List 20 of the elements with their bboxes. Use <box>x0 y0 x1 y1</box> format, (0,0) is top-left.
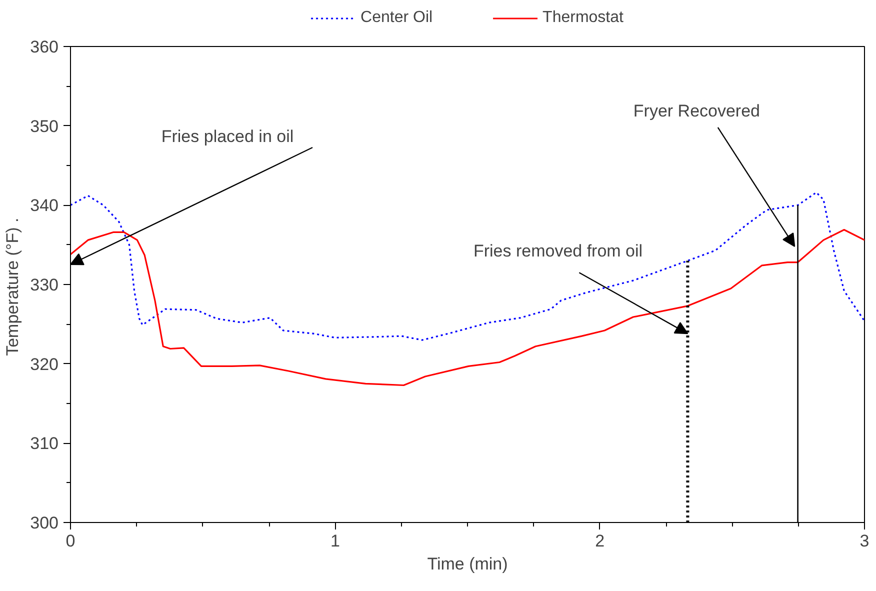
y-tick-label: 330 <box>30 276 59 294</box>
legend-label: Thermostat <box>542 9 624 27</box>
annotation: Fries removed from oil <box>473 242 643 261</box>
y-tick-label: 340 <box>30 196 59 216</box>
x-tick-label: 2 <box>595 532 605 550</box>
y-axis-title: Temperature (°F) . <box>3 218 22 356</box>
annotation: Fryer Recovered <box>633 101 760 120</box>
annotation: Fries placed in oil <box>161 127 294 146</box>
x-axis-title: Time (min) <box>427 554 508 574</box>
y-tick-label: 350 <box>30 116 59 136</box>
line-series <box>70 192 864 341</box>
y-tick-label: 360 <box>30 38 59 56</box>
x-tick-label: 3 <box>860 532 870 550</box>
x-tick-label: 1 <box>330 532 340 550</box>
legend-label: Center Oil <box>360 9 433 27</box>
y-tick-label: 300 <box>30 514 59 532</box>
x-tick-label: 0 <box>66 532 76 550</box>
y-tick-label: 320 <box>30 354 59 374</box>
y-tick-label: 310 <box>30 434 59 454</box>
line-series <box>70 228 864 386</box>
